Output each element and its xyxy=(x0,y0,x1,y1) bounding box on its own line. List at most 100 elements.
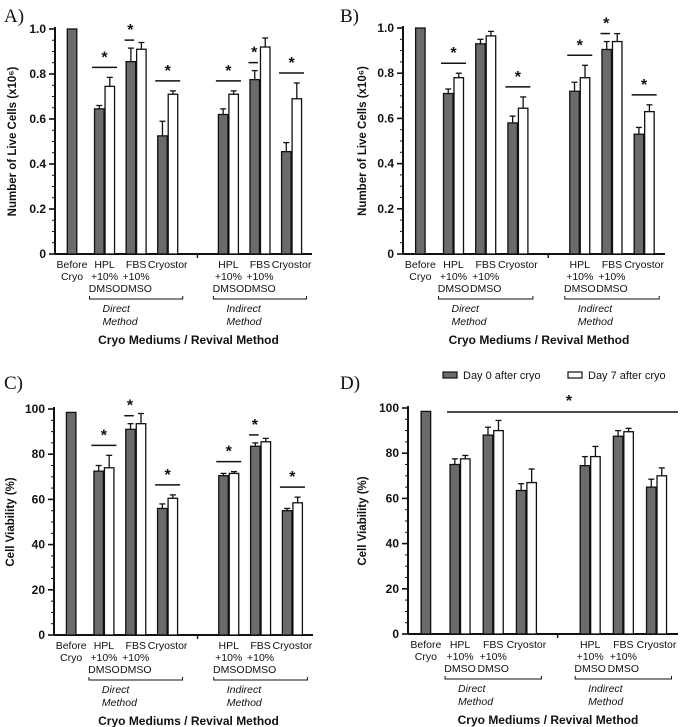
bar-day7 xyxy=(459,458,471,635)
x-category-label: +10% xyxy=(610,651,637,663)
x-category-label: +10% xyxy=(440,271,467,283)
x-category-label: Cryo xyxy=(409,271,431,283)
y-tick-label: 0 xyxy=(392,627,399,641)
y-tick-label: 100 xyxy=(379,401,399,415)
x-category-label: Cryo xyxy=(60,652,82,664)
bar-day7 xyxy=(644,110,655,255)
x-category-label: DMSO xyxy=(213,664,245,676)
x-category-label: Before xyxy=(405,259,436,271)
bar-day7 xyxy=(228,93,240,255)
x-category-label: HPL xyxy=(580,639,601,651)
bar-day7 xyxy=(623,431,634,635)
y-tick-label: 1.0 xyxy=(377,21,394,35)
bar-day0 xyxy=(125,428,136,636)
x-category-label: Cryo xyxy=(415,651,437,663)
group-bracket xyxy=(88,677,184,681)
significance-star: * xyxy=(101,427,108,444)
x-category-label: Before xyxy=(57,259,88,271)
x-category-label: +10% xyxy=(246,271,273,283)
group-label: Indirect xyxy=(578,303,614,315)
significance-star: * xyxy=(289,469,296,486)
y-axis-title: Number of Live Cells (x10⁶) xyxy=(357,66,369,216)
bar-day7 xyxy=(579,77,591,255)
group-label: Direct xyxy=(103,303,132,315)
x-category-label: +10% xyxy=(480,651,507,663)
x-category-label: DMSO xyxy=(120,283,152,295)
bar-day0 xyxy=(442,92,454,255)
bar-day0 xyxy=(507,122,519,255)
x-category-label: DMSO xyxy=(244,283,276,295)
y-tick-label: 100 xyxy=(25,402,45,416)
y-tick-label: 0.6 xyxy=(377,111,394,125)
bar-day0 xyxy=(449,463,461,635)
group-label: Method xyxy=(578,316,614,328)
significance-star: * xyxy=(127,398,134,415)
y-tick-label: 40 xyxy=(386,537,400,551)
y-tick-label: 20 xyxy=(32,583,46,597)
x-category-label: +10% xyxy=(566,271,593,283)
significance-star: * xyxy=(225,63,232,80)
group-label: Method xyxy=(458,696,494,708)
x-category-label: DMSO xyxy=(245,664,277,676)
significance-star: * xyxy=(450,45,457,62)
y-tick-label: 60 xyxy=(386,491,400,505)
bar-day0 xyxy=(420,410,432,635)
x-category-label: DMSO xyxy=(438,283,470,295)
group-bracket xyxy=(89,296,184,300)
x-category-label: HPL xyxy=(94,640,115,652)
y-tick-label: 0.8 xyxy=(29,67,46,81)
group-label: Method xyxy=(452,316,488,328)
x-category-label: FBS xyxy=(483,639,503,651)
x-axis-title: Cryo Mediums / Revival Method xyxy=(98,333,279,347)
x-category-label: DMSO xyxy=(477,663,509,675)
x-category-label: +10% xyxy=(247,652,274,664)
significance-star: * xyxy=(603,16,610,33)
x-category-label: DMSO xyxy=(608,663,640,675)
x-category-label: Cryostor xyxy=(148,259,188,271)
x-category-label: HPL xyxy=(218,259,239,271)
bar-day7 xyxy=(493,429,504,635)
bar-day0 xyxy=(93,470,105,636)
y-axis-title: Number of Live Cells (x10⁶) xyxy=(7,66,19,216)
bar-day0 xyxy=(125,60,137,255)
group-label: Indirect xyxy=(227,684,263,696)
group-label: Method xyxy=(103,316,139,328)
bar-day7 xyxy=(656,475,668,635)
x-category-label: FBS xyxy=(250,640,270,652)
y-tick-label: 0.8 xyxy=(377,66,394,80)
bar-day7 xyxy=(135,48,147,255)
bar-day7 xyxy=(292,502,304,636)
significance-star: * xyxy=(127,22,134,39)
panel-label: C) xyxy=(4,373,23,394)
x-category-label: +10% xyxy=(215,271,242,283)
y-tick-label: 0 xyxy=(38,628,45,642)
bar-day7 xyxy=(167,93,179,255)
significance-star: * xyxy=(226,444,233,461)
y-tick-label: 60 xyxy=(32,492,46,506)
bar-day7 xyxy=(135,423,147,636)
group-label: Method xyxy=(227,697,263,709)
x-category-label: Cryostor xyxy=(624,259,664,271)
x-category-label: DMSO xyxy=(574,663,606,675)
group-bracket xyxy=(564,296,660,300)
x-category-label: HPL xyxy=(570,259,591,271)
group-label: Method xyxy=(588,696,624,708)
bar-day7 xyxy=(517,107,529,255)
bar-day0 xyxy=(249,78,261,255)
x-category-label: DMSO xyxy=(564,283,596,295)
y-tick-label: 0 xyxy=(39,247,46,261)
bar-day0 xyxy=(569,90,580,255)
x-category-label: +10% xyxy=(446,651,473,663)
x-category-label: FBS xyxy=(613,639,633,651)
group-label: Indirect xyxy=(226,303,262,315)
panel-label: B) xyxy=(340,6,359,27)
significance-star: * xyxy=(164,467,171,484)
group-bracket xyxy=(438,296,534,300)
bar-day7 xyxy=(291,98,303,255)
bar-day0 xyxy=(93,108,105,255)
bar-day0 xyxy=(281,510,293,636)
bar-day7 xyxy=(485,35,497,255)
